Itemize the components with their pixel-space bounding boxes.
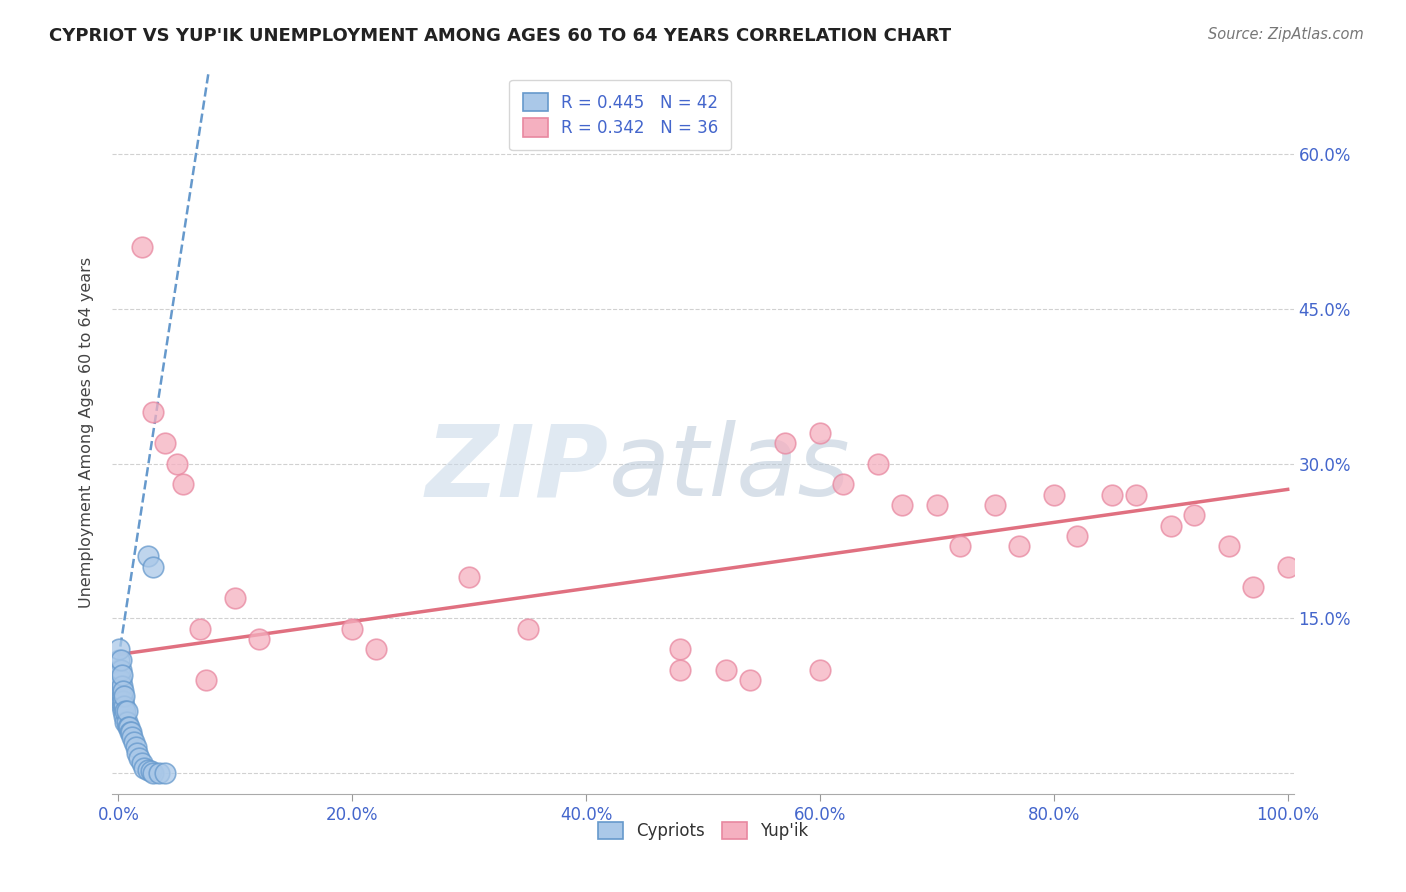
Point	[153, 436, 176, 450]
Point	[118, 725, 141, 739]
Point	[131, 240, 153, 254]
Point	[120, 725, 142, 739]
Point	[1008, 539, 1031, 553]
Point	[111, 694, 134, 708]
Point	[112, 699, 135, 714]
Point	[110, 673, 132, 688]
Point	[115, 704, 138, 718]
Point	[1182, 508, 1205, 523]
Point	[195, 673, 218, 688]
Text: atlas: atlas	[609, 420, 851, 517]
Point	[128, 751, 150, 765]
Point	[108, 673, 131, 688]
Point	[890, 498, 912, 512]
Point	[108, 642, 131, 657]
Point	[110, 694, 132, 708]
Point	[516, 622, 538, 636]
Point	[108, 683, 131, 698]
Point	[110, 663, 132, 677]
Point	[136, 763, 159, 777]
Text: Source: ZipAtlas.com: Source: ZipAtlas.com	[1208, 27, 1364, 42]
Point	[125, 740, 148, 755]
Point	[340, 622, 363, 636]
Point	[1043, 487, 1066, 501]
Point	[142, 405, 165, 419]
Legend: Cypriots, Yup'ik: Cypriots, Yup'ik	[591, 815, 815, 847]
Point	[148, 766, 170, 780]
Point	[110, 683, 132, 698]
Point	[111, 678, 134, 692]
Point	[136, 549, 159, 564]
Point	[132, 761, 155, 775]
Point	[108, 653, 131, 667]
Point	[153, 766, 176, 780]
Point	[142, 766, 165, 780]
Point	[112, 709, 135, 723]
Point	[1218, 539, 1240, 553]
Point	[166, 457, 188, 471]
Point	[738, 673, 761, 688]
Point	[668, 663, 690, 677]
Point	[139, 764, 162, 779]
Point	[115, 714, 138, 729]
Point	[224, 591, 246, 605]
Point	[925, 498, 948, 512]
Point	[110, 653, 132, 667]
Point	[808, 425, 831, 440]
Point	[364, 642, 387, 657]
Point	[111, 704, 134, 718]
Y-axis label: Unemployment Among Ages 60 to 64 years: Unemployment Among Ages 60 to 64 years	[79, 257, 94, 608]
Text: ZIP: ZIP	[426, 420, 609, 517]
Text: CYPRIOT VS YUP'IK UNEMPLOYMENT AMONG AGES 60 TO 64 YEARS CORRELATION CHART: CYPRIOT VS YUP'IK UNEMPLOYMENT AMONG AGE…	[49, 27, 952, 45]
Point	[122, 735, 145, 749]
Point	[716, 663, 738, 677]
Point	[1066, 529, 1088, 543]
Point	[114, 704, 136, 718]
Point	[247, 632, 270, 646]
Point	[131, 756, 153, 770]
Point	[111, 668, 134, 682]
Point	[172, 477, 194, 491]
Point	[949, 539, 972, 553]
Point	[121, 730, 143, 744]
Point	[773, 436, 796, 450]
Point	[1277, 559, 1299, 574]
Point	[111, 699, 134, 714]
Point	[112, 689, 135, 703]
Point	[984, 498, 1007, 512]
Point	[868, 457, 890, 471]
Point	[668, 642, 690, 657]
Point	[118, 720, 141, 734]
Point	[142, 559, 165, 574]
Point	[1160, 518, 1182, 533]
Point	[1101, 487, 1123, 501]
Point	[108, 663, 131, 677]
Point	[832, 477, 855, 491]
Point	[1241, 581, 1264, 595]
Point	[1125, 487, 1147, 501]
Point	[111, 689, 134, 703]
Point	[188, 622, 211, 636]
Point	[808, 663, 831, 677]
Point	[458, 570, 481, 584]
Point	[114, 714, 136, 729]
Point	[111, 683, 134, 698]
Point	[117, 720, 139, 734]
Point	[125, 746, 148, 760]
